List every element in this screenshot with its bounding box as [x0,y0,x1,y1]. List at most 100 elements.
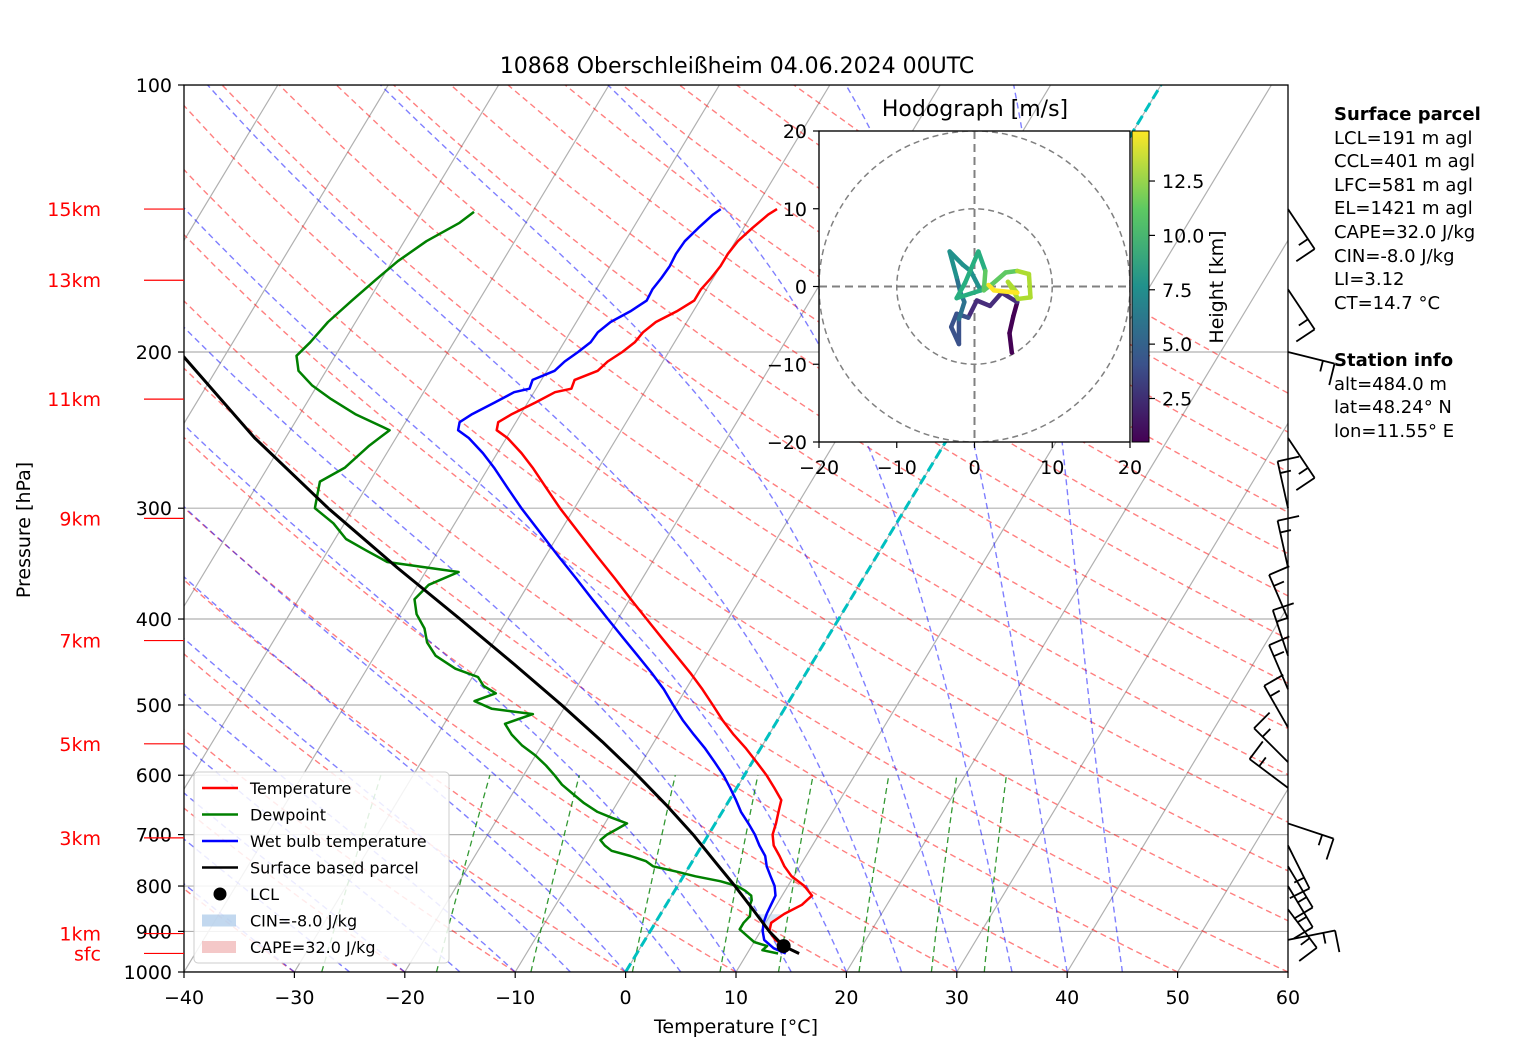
moist-adiabat [184,637,571,972]
moist-adiabat [184,505,682,972]
hodograph-segment [947,249,966,267]
lcl-point [776,939,791,954]
mixing-ratio-line [435,775,491,972]
hodograph-segment [1007,313,1016,336]
wind-barb-flag [1277,515,1300,522]
hodograph-x-tick-label: 10 [1040,457,1064,479]
moist-adiabat [207,85,903,972]
surface-ct: CT=14.7 °C [1334,292,1441,314]
hodograph-segment [956,299,967,322]
surface-cape: CAPE=32.0 J/kg [1334,221,1476,243]
wind-barb-half [1279,529,1292,534]
wind-barb-flag [1268,635,1290,646]
hodograph-segment [954,280,968,301]
wind-barb-staff [1268,644,1289,690]
x-tick-label: 10 [724,987,748,1009]
wind-barb-half [1261,728,1271,738]
colorbar-label: Height [km] [1206,230,1228,343]
hodograph-segment [1007,330,1015,355]
y-tick-label: 500 [136,695,172,717]
wind-barb-staff [1287,437,1316,479]
dry-adiabat [184,168,1288,922]
isotherm-30 [956,422,1288,972]
legend-label: Surface based parcel [250,859,419,878]
hodograph-segment [974,298,993,309]
wind-barb-flag [1295,477,1316,491]
colorbar [1131,130,1150,443]
wind-barb-flag [1325,838,1335,860]
x-tick-label: −10 [495,987,535,1009]
mixing-ratio-line [530,775,580,972]
hodograph-y-tick-label: −10 [767,354,807,376]
hodograph-x-tick-label: 20 [1118,457,1142,479]
wind-barb-half [1276,617,1288,623]
station-altitude: alt=484.0 m [1334,373,1447,395]
wind-barb-staff [1287,845,1311,889]
mixing-ratio-line [930,775,958,972]
x-axis-ticks: −40 −30 −20 −10 0 10 20 30 40 50 60 [164,972,1300,1009]
wind-barb-half [1322,932,1327,944]
hodograph-ticks: −20 −10 0 10 20 20 10 0 −10 −20 [767,121,1142,479]
wind-barb-staff [1276,461,1289,509]
x-tick-label: 50 [1166,987,1190,1009]
x-tick-label: 30 [945,987,969,1009]
isotherm--60 [184,85,500,608]
height-label: 3km [59,828,101,850]
surface-el: EL=1421 m agl [1334,198,1473,220]
height-label: 5km [59,734,101,756]
y-axis-ticks: 100 200 300 400 500 600 700 800 900 1000 [124,75,184,984]
moist-adiabat [184,206,848,972]
y-tick-label: 300 [136,498,172,520]
wind-barb-staff [1276,520,1289,568]
wind-barb-half [1269,689,1281,697]
wind-barb-half [1319,360,1324,372]
wind-barb-staff [1287,208,1316,250]
surface-lfc: LFC=581 m agl [1334,174,1473,196]
wind-barb-half [1293,876,1305,884]
x-tick-label: 20 [834,987,858,1009]
wind-barb-half [1296,916,1307,924]
wind-barb-flag [1248,740,1264,760]
wind-barb-flag [1328,363,1336,386]
dry-adiabat [184,300,1178,972]
hodograph-segment [966,298,980,320]
x-axis-label: Temperature [°C] [653,1016,818,1038]
y-tick-label: 400 [136,609,172,631]
y-tick-label: 100 [136,75,172,97]
legend-label: CIN=-8.0 J/kg [250,912,357,931]
moist-adiabat [184,575,627,972]
surface-li: LI=3.12 [1334,269,1405,291]
hodograph-ring [896,208,1053,365]
hodograph-segment [987,290,1004,309]
hodograph-segment [962,249,981,285]
height-label: sfc [74,943,101,965]
hodograph-segment [976,249,988,274]
series-wet-bulb-temperature [456,208,787,955]
moist-adiabat [184,326,792,972]
legend-label: Wet bulb temperature [250,832,427,851]
dry-adiabat [184,579,737,972]
x-tick-label: 40 [1055,987,1079,1009]
hodograph-segment [1026,271,1033,300]
surface-ccl: CCL=401 m agl [1334,151,1476,173]
x-tick-label: −30 [274,987,314,1009]
wind-barb-flag [1272,602,1294,612]
moist-adiabat [184,423,737,972]
hodograph-y-tick-label: 10 [783,199,807,221]
colorbar-tick-label: 2.5 [1162,389,1192,411]
wind-barb-staff [1287,822,1334,840]
colorbar-tick-label: 7.5 [1162,280,1192,302]
wind-barb-half [1258,756,1267,767]
y-tick-label: 1000 [124,962,172,984]
series-surface-based-parcel [184,354,800,955]
legend-label: LCL [250,885,279,904]
wind-barb-staff [1268,574,1289,620]
hodograph-x-tick-label: 0 [968,457,980,479]
y-axis-label: Pressure [hPa] [13,462,35,598]
wind-barb-half [1298,238,1309,246]
isotherm-40 [1066,605,1288,972]
dry-adiabat [221,85,1288,823]
height-label: 13km [47,270,101,292]
station-longitude: lon=11.55° E [1334,420,1455,442]
